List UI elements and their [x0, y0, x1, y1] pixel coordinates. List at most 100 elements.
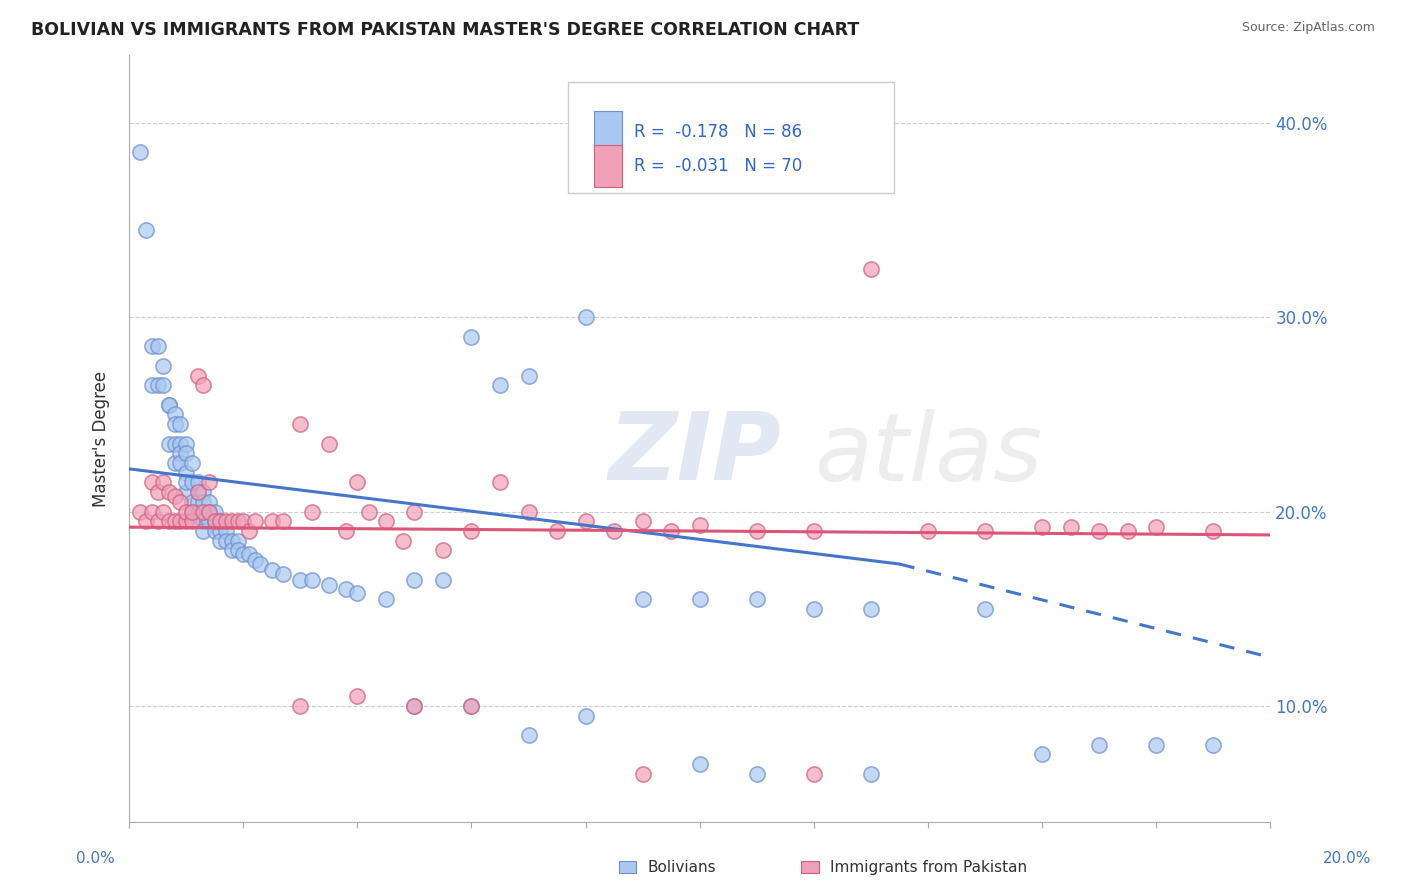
Point [193, 514, 215, 528]
Point [163, 489, 186, 503]
Point [169, 514, 191, 528]
Point [157, 398, 180, 412]
Point [135, 514, 157, 528]
Point [574, 310, 596, 325]
Point [221, 514, 243, 528]
Point [432, 543, 454, 558]
Point [574, 708, 596, 723]
Point [346, 586, 368, 600]
Point [226, 514, 249, 528]
Point [146, 339, 169, 353]
Point [193, 524, 215, 538]
Point [157, 485, 180, 500]
Point [460, 698, 482, 713]
Point [129, 505, 152, 519]
Point [859, 261, 882, 276]
Point [215, 514, 238, 528]
Point [1031, 747, 1053, 762]
Point [357, 505, 380, 519]
Point [659, 524, 682, 538]
Point [174, 446, 197, 460]
Point [859, 767, 882, 781]
Point [187, 495, 209, 509]
Point [689, 518, 711, 533]
Point [169, 436, 191, 450]
Point [129, 145, 152, 160]
Point [163, 514, 186, 528]
Point [163, 417, 186, 432]
Text: 0.0%: 0.0% [76, 852, 115, 866]
Point [803, 524, 825, 538]
Point [226, 533, 249, 548]
Point [187, 505, 209, 519]
Point [198, 514, 221, 528]
Point [574, 514, 596, 528]
Point [374, 514, 396, 528]
Point [689, 757, 711, 772]
Point [198, 475, 221, 490]
Text: Immigrants from Pakistan: Immigrants from Pakistan [831, 860, 1028, 874]
Point [1116, 524, 1139, 538]
Point [215, 533, 238, 548]
Point [1202, 738, 1225, 752]
Point [180, 456, 202, 470]
Point [290, 698, 312, 713]
Point [163, 436, 186, 450]
Point [193, 505, 215, 519]
Point [187, 368, 209, 383]
Point [249, 557, 271, 571]
Text: atlas: atlas [814, 409, 1042, 500]
Point [489, 475, 512, 490]
Point [803, 601, 825, 615]
Point [517, 368, 540, 383]
Point [1144, 520, 1167, 534]
Point [180, 514, 202, 528]
Point [745, 767, 768, 781]
Point [301, 505, 323, 519]
Point [152, 475, 174, 490]
Point [152, 359, 174, 373]
Point [432, 573, 454, 587]
Point [157, 514, 180, 528]
Point [271, 566, 294, 581]
Point [135, 223, 157, 237]
Text: 20.0%: 20.0% [1323, 852, 1371, 866]
Point [146, 514, 169, 528]
Point [193, 495, 215, 509]
Text: ZIP: ZIP [609, 409, 782, 500]
Point [141, 475, 163, 490]
Point [689, 592, 711, 607]
Point [1202, 524, 1225, 538]
Point [238, 547, 260, 561]
Point [260, 563, 283, 577]
Point [169, 456, 191, 470]
Point [198, 495, 221, 509]
Point [174, 485, 197, 500]
Point [260, 514, 283, 528]
Point [318, 436, 340, 450]
Point [232, 514, 254, 528]
Point [1088, 524, 1111, 538]
Point [163, 408, 186, 422]
Point [204, 514, 226, 528]
Point [193, 485, 215, 500]
Point [146, 485, 169, 500]
FancyBboxPatch shape [593, 111, 621, 153]
Text: Source: ZipAtlas.com: Source: ZipAtlas.com [1241, 21, 1375, 35]
Point [209, 533, 232, 548]
Point [198, 505, 221, 519]
Point [346, 689, 368, 703]
Point [187, 514, 209, 528]
Point [803, 767, 825, 781]
Point [169, 446, 191, 460]
Point [1144, 738, 1167, 752]
Point [460, 698, 482, 713]
Point [180, 475, 202, 490]
Point [204, 524, 226, 538]
Point [141, 505, 163, 519]
FancyBboxPatch shape [568, 82, 894, 194]
Point [392, 533, 415, 548]
Point [152, 505, 174, 519]
Point [180, 505, 202, 519]
Point [374, 592, 396, 607]
